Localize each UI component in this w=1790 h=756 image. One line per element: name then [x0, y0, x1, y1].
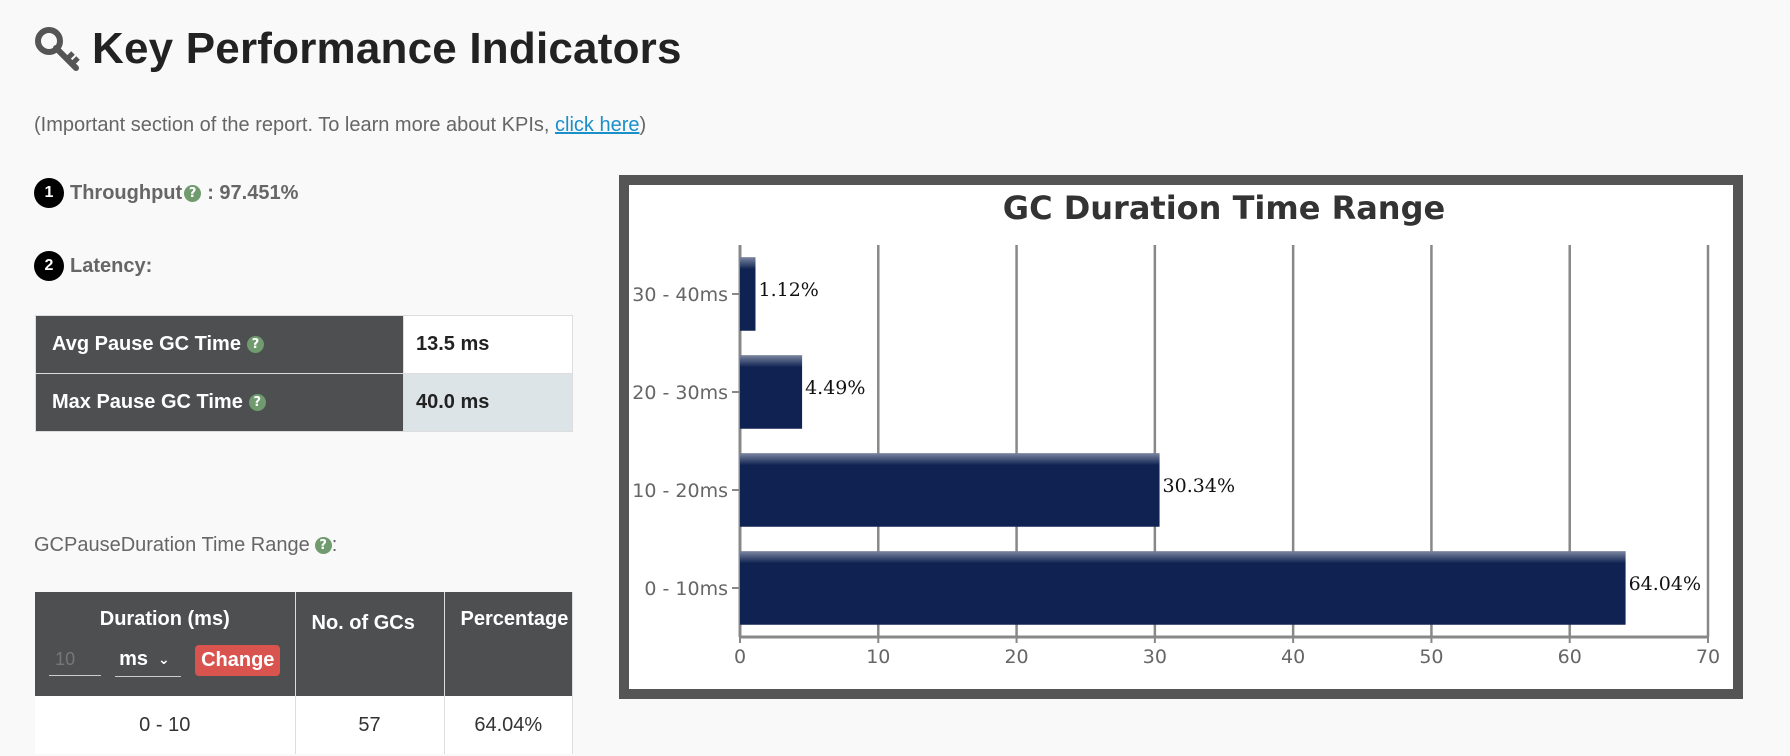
- throughput-help-icon[interactable]: ?: [184, 184, 202, 202]
- gc-duration-chart: GC Duration Time Range 0 10 20 30 40 50 60 70 30 …: [632, 189, 1720, 668]
- kpi-help-link[interactable]: click here: [555, 114, 640, 136]
- max-pause-label: Max Pause GC Time: [52, 391, 243, 413]
- bar-highlight: [740, 257, 756, 270]
- key-icon: [35, 27, 80, 71]
- y-tick-label: 10 - 20ms: [632, 480, 728, 502]
- unit-select[interactable]: ms ⌄: [115, 643, 182, 677]
- count-header: No. of GCs: [295, 592, 445, 696]
- data-label: 64.04%: [1629, 573, 1701, 595]
- subtitle-prefix: (Important section of the report. To lea…: [34, 114, 556, 136]
- bar: [740, 453, 1160, 527]
- latency-row-label: Avg Pause GC Time?: [35, 315, 404, 374]
- latency-row: 2 Latency:: [34, 251, 152, 281]
- x-tick-label: 10: [866, 646, 890, 668]
- table-row: 0 - 10 57 64.04%: [35, 696, 573, 754]
- table-row: Max Pause GC Time? 40.0 ms: [35, 373, 573, 432]
- bar: [740, 355, 803, 429]
- x-tick-label: 70: [1696, 646, 1720, 668]
- gc-duration-chart-area: GC Duration Time Range 0 10 20 30 40 50 60 70 30 …: [629, 185, 1733, 689]
- throughput-row: 1 Throughput ? : 97.451%: [34, 178, 298, 208]
- bar: [740, 551, 1626, 625]
- percentage-header: Percentage: [444, 592, 573, 696]
- x-tick-label: 50: [1419, 646, 1443, 668]
- avg-pause-help-icon[interactable]: ?: [246, 336, 264, 354]
- gc-duration-table: Duration (ms) ms ⌄ Change No. of GCs Per…: [35, 592, 573, 754]
- throughput-label: Throughput: [70, 181, 183, 204]
- data-label: 1.12%: [758, 279, 818, 301]
- gc-range-label-suffix: :: [331, 534, 338, 556]
- throughput-number-badge: 1: [34, 178, 64, 208]
- gc-range-help-icon[interactable]: ?: [314, 537, 332, 554]
- y-tick-label: 20 - 30ms: [632, 382, 728, 404]
- latency-row-label: Max Pause GC Time?: [35, 373, 404, 432]
- subtitle-suffix: ): [639, 114, 647, 136]
- avg-pause-label: Avg Pause GC Time: [52, 333, 241, 355]
- change-button[interactable]: Change: [195, 644, 281, 676]
- unit-selected-value: ms: [119, 648, 148, 670]
- x-tick-label: 60: [1558, 646, 1582, 668]
- latency-number-badge: 2: [34, 251, 64, 281]
- x-tick-label: 0: [734, 646, 746, 668]
- kpi-subtitle: (Important section of the report. To lea…: [34, 114, 646, 137]
- x-tick-label: 30: [1143, 646, 1167, 668]
- gc-range-label-text: GCPauseDuration Time Range: [34, 534, 310, 556]
- latency-label: Latency:: [70, 254, 153, 277]
- throughput-value: : 97.451%: [207, 181, 299, 204]
- data-label: 30.34%: [1163, 475, 1235, 497]
- duration-controls: ms ⌄ Change: [35, 643, 295, 677]
- table-row: Avg Pause GC Time? 13.5 ms: [35, 315, 573, 374]
- gc-duration-chart-frame: GC Duration Time Range 0 10 20 30 40 50 60 70 30 …: [619, 175, 1743, 699]
- avg-pause-value: 13.5 ms: [403, 315, 573, 374]
- max-pause-value: 40.0 ms: [403, 373, 573, 432]
- duration-header-label: Duration (ms): [99, 608, 230, 630]
- x-tick-label: 20: [1004, 646, 1028, 668]
- max-pause-help-icon[interactable]: ?: [248, 394, 266, 412]
- chart-title: GC Duration Time Range: [1003, 189, 1445, 227]
- gc-range-section-label: GCPauseDuration Time Range ? :: [34, 534, 337, 557]
- duration-interval-input[interactable]: [49, 644, 102, 676]
- table-header-row: Duration (ms) ms ⌄ Change No. of GCs Per…: [35, 592, 573, 696]
- row-count: 57: [295, 696, 445, 754]
- bar: [740, 257, 756, 331]
- row-duration: 0 - 10: [35, 696, 296, 754]
- latency-table: Avg Pause GC Time? 13.5 ms Max Pause GC …: [35, 315, 573, 432]
- x-tick-label: 40: [1281, 646, 1305, 668]
- chevron-down-icon: ⌄: [157, 651, 170, 668]
- y-tick-label: 0 - 10ms: [644, 578, 728, 600]
- row-percentage: 64.04%: [444, 696, 573, 754]
- bar-highlight: [740, 355, 803, 368]
- bar-highlight: [740, 551, 1626, 564]
- duration-header: Duration (ms) ms ⌄ Change: [35, 592, 296, 696]
- data-label: 4.49%: [805, 377, 865, 399]
- y-tick-label: 30 - 40ms: [632, 284, 728, 306]
- page-header: Key Performance Indicators: [34, 24, 682, 74]
- page-title: Key Performance Indicators: [92, 24, 682, 73]
- bar-highlight: [740, 453, 1160, 466]
